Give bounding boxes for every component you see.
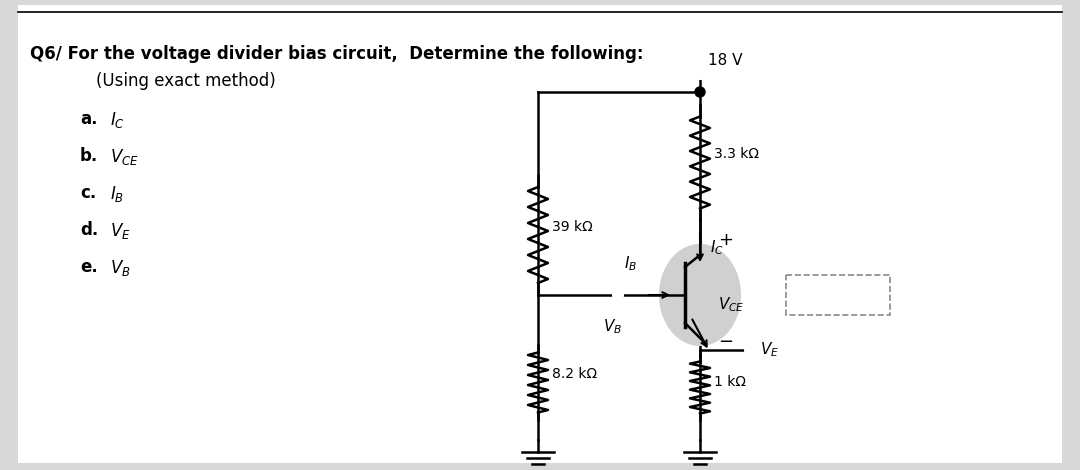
Text: +: + [718, 231, 733, 249]
Text: a.: a. [80, 110, 97, 128]
FancyBboxPatch shape [18, 5, 1062, 463]
Text: 3.3 kΩ: 3.3 kΩ [714, 148, 759, 162]
Text: c.: c. [80, 184, 96, 202]
Text: Q6/ For the voltage divider bias circuit,  Determine the following:: Q6/ For the voltage divider bias circuit… [30, 45, 644, 63]
Text: $I_B$: $I_B$ [624, 254, 637, 273]
Text: −: − [718, 333, 733, 351]
Text: 18 V: 18 V [708, 53, 743, 68]
Text: $V_E$: $V_E$ [760, 341, 779, 360]
Text: $V_{CE}$: $V_{CE}$ [110, 147, 139, 167]
Circle shape [696, 87, 705, 97]
Text: $V_B$: $V_B$ [110, 258, 131, 278]
Text: $I_C$: $I_C$ [110, 110, 125, 130]
Text: β = 120: β = 120 [810, 288, 866, 302]
Text: d.: d. [80, 221, 98, 239]
Text: 1 kΩ: 1 kΩ [714, 376, 746, 390]
Text: 39 kΩ: 39 kΩ [552, 220, 593, 234]
Text: e.: e. [80, 258, 98, 276]
Text: 8.2 kΩ: 8.2 kΩ [552, 368, 597, 382]
Text: (Using exact method): (Using exact method) [75, 72, 275, 90]
FancyBboxPatch shape [786, 275, 890, 315]
Text: $V_E$: $V_E$ [110, 221, 131, 241]
Text: $V_B$: $V_B$ [604, 317, 622, 336]
Circle shape [613, 290, 623, 300]
Circle shape [696, 69, 705, 79]
Text: $I_C$: $I_C$ [710, 239, 724, 258]
Text: $V_{CE}$: $V_{CE}$ [718, 296, 744, 314]
Text: $I_B$: $I_B$ [110, 184, 124, 204]
Text: b.: b. [80, 147, 98, 165]
Ellipse shape [660, 245, 740, 345]
Circle shape [745, 345, 755, 355]
